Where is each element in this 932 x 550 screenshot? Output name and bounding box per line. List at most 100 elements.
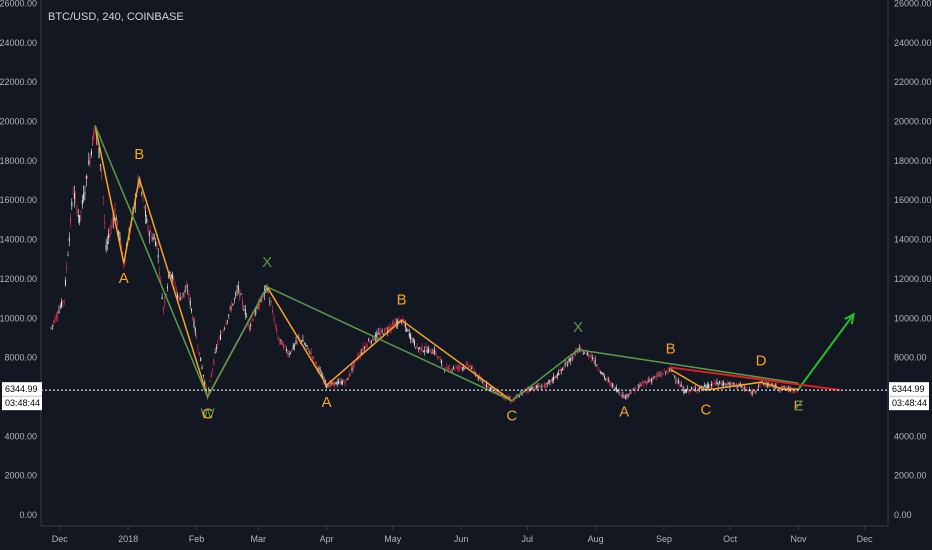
candle-body — [547, 382, 549, 383]
candle-body — [412, 338, 414, 342]
candle-body — [294, 344, 296, 346]
candle-body — [511, 401, 513, 403]
candle-body — [224, 327, 226, 329]
candle-body — [318, 367, 320, 370]
x-axis[interactable]: Dec 2018 Feb Mar Apr May Jun Jul Aug Sep Oct Nov Dec — [52, 526, 873, 544]
last-price-line: 6344.99 03:48:44 6344.99 03:48:44 — [2, 382, 929, 411]
candle-body — [688, 389, 690, 392]
y-tick-label-left: 20000.00 — [0, 117, 37, 127]
candle-body — [217, 343, 219, 346]
wave-drawings[interactable] — [94, 125, 855, 402]
candle-body — [653, 376, 655, 379]
candle-body — [235, 293, 237, 295]
candle-body — [786, 386, 788, 388]
candle-body — [630, 393, 632, 394]
candle-body — [142, 196, 144, 198]
candle-body — [642, 382, 644, 384]
candle-body — [500, 394, 502, 396]
y-tick-label-right: 20000.00 — [894, 117, 932, 127]
candle-body — [439, 358, 441, 360]
candle-body — [427, 348, 429, 353]
candle-body — [361, 352, 363, 354]
candle-body — [565, 363, 567, 365]
x-tick-label: May — [384, 534, 402, 544]
candle-body — [251, 320, 253, 321]
y-tick-label-right: 18000.00 — [894, 156, 932, 166]
candle-body — [621, 393, 623, 396]
candle-body — [344, 381, 346, 384]
candle-body — [301, 340, 303, 342]
candle-body — [338, 381, 340, 384]
candle-body — [515, 396, 517, 398]
candle-body — [328, 382, 330, 387]
trendline-drawings[interactable] — [670, 366, 841, 392]
candle-body — [75, 197, 77, 199]
candle-body — [533, 389, 535, 390]
candle-body — [650, 378, 652, 382]
bar-countdown-right: 03:48:44 — [892, 398, 927, 408]
candle-body — [404, 324, 406, 327]
candle-body — [655, 375, 657, 377]
candle-body — [382, 334, 384, 335]
bearish-wave-1-outline[interactable] — [94, 125, 513, 402]
candle-body — [261, 297, 263, 299]
candle-body — [189, 300, 191, 306]
candle-body — [61, 300, 63, 307]
candle-body — [634, 386, 636, 392]
candle-body — [76, 207, 78, 214]
candle-body — [156, 242, 158, 248]
candle-body — [652, 378, 654, 381]
candle-body — [210, 375, 212, 377]
candle-body — [311, 356, 313, 359]
x-tick-label: Mar — [251, 534, 267, 544]
candle-body — [756, 388, 758, 390]
candle-body — [722, 382, 724, 386]
y-tick-label-right: 10000.00 — [894, 313, 932, 323]
candle-body — [221, 333, 223, 335]
candle-body — [582, 353, 584, 355]
candle-body — [336, 381, 338, 385]
candle-body — [389, 327, 391, 330]
candle-body — [710, 383, 712, 386]
candle-body — [50, 327, 52, 329]
candle-body — [277, 337, 279, 340]
candle-body — [619, 394, 621, 396]
candle-body — [691, 387, 693, 390]
candle-body — [441, 360, 443, 364]
candle-body — [407, 329, 409, 331]
candle-body — [615, 387, 617, 392]
candle-body — [750, 391, 752, 395]
candle-body — [160, 279, 162, 281]
candle-body — [290, 353, 292, 354]
candle-body — [317, 367, 319, 370]
x-tick-label: Dec — [52, 534, 69, 544]
candle-body — [105, 245, 107, 250]
candle-body — [627, 394, 629, 396]
candle-body — [225, 323, 227, 325]
y-tick-label-right: 12000.00 — [894, 274, 932, 284]
candle-body — [731, 383, 733, 385]
candle-body — [169, 272, 171, 273]
candle-body — [110, 225, 112, 228]
candle-body — [503, 394, 505, 398]
triangle-outline[interactable] — [511, 348, 799, 402]
triangle-wave[interactable] — [670, 368, 799, 391]
candle-body — [733, 382, 735, 385]
candle-body — [696, 390, 698, 391]
candle-body — [119, 236, 121, 243]
breakout-arrow[interactable] — [797, 313, 855, 390]
candle-body — [197, 347, 199, 349]
candle-body — [556, 373, 558, 376]
candle-body — [446, 366, 448, 371]
y-tick-label-right: 2000.00 — [894, 471, 927, 481]
candle-body — [164, 299, 166, 304]
candle-body — [331, 382, 333, 384]
triangle-upper-trendline[interactable] — [670, 366, 841, 392]
candle-body — [643, 383, 645, 385]
candle-body — [460, 366, 462, 368]
candle-body — [403, 323, 405, 325]
candle-body — [228, 314, 230, 316]
candle-body — [114, 208, 116, 214]
candle-body — [717, 383, 719, 385]
